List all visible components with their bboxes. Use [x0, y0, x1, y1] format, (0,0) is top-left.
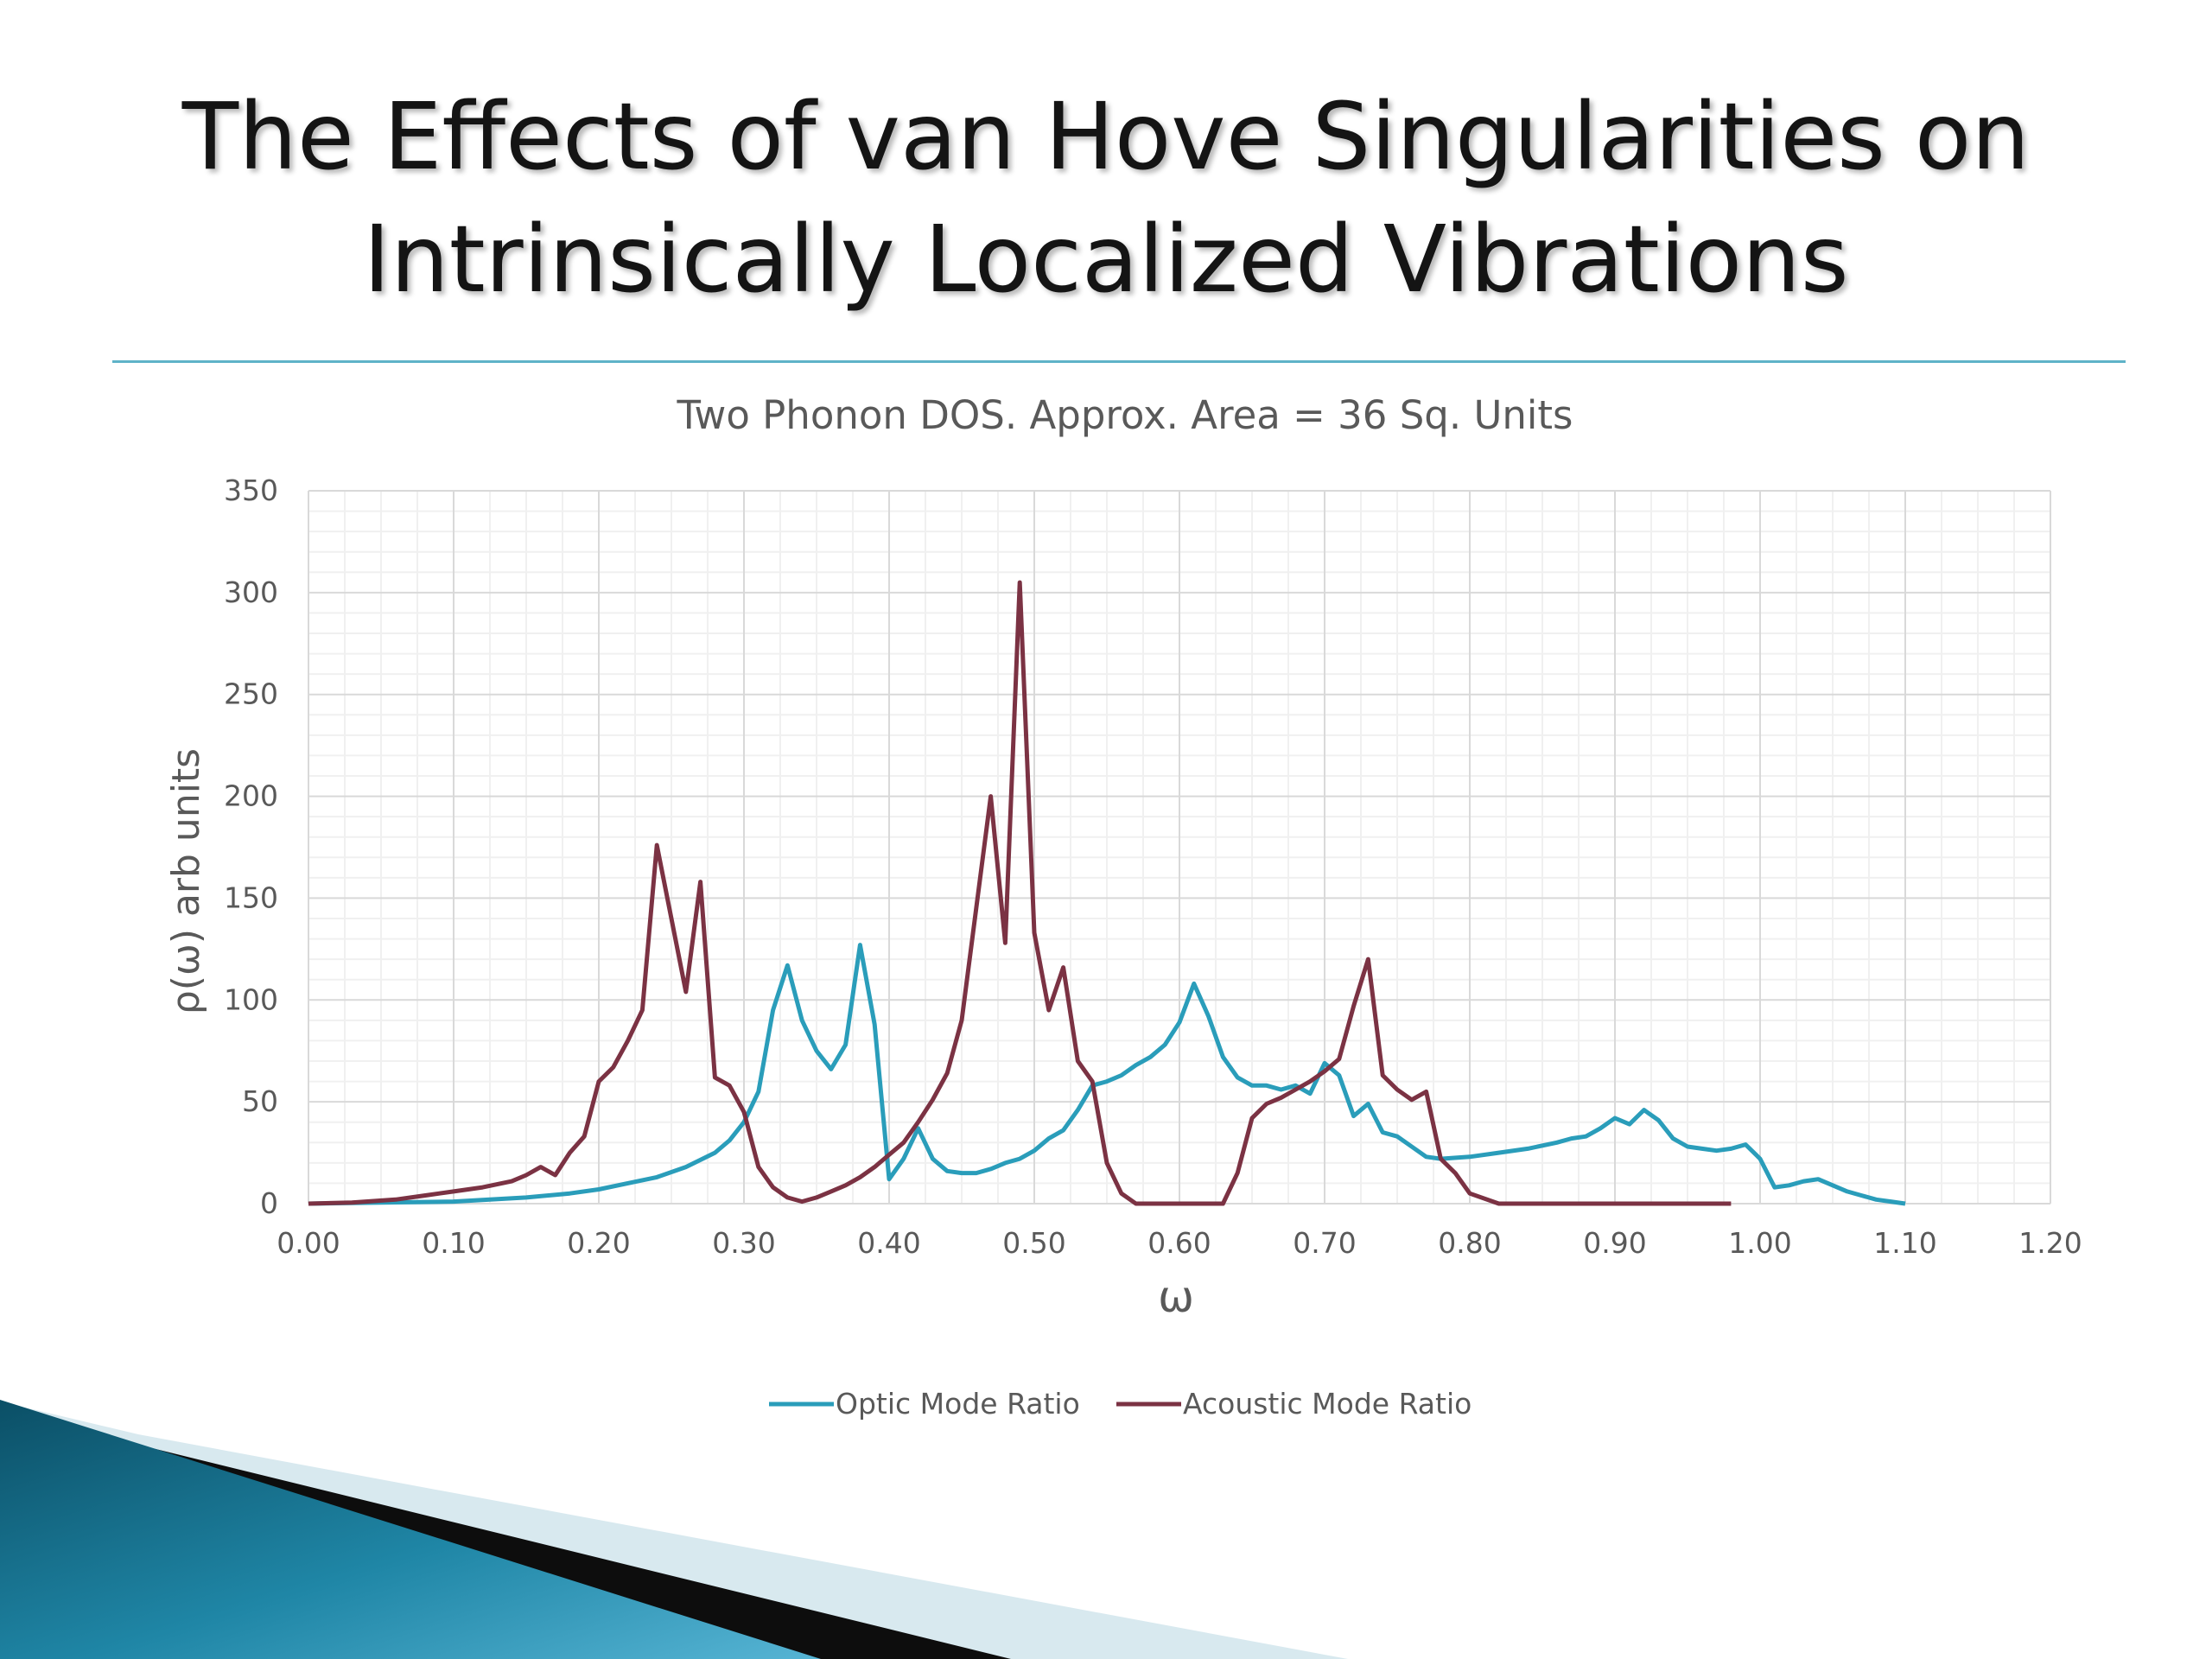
title-line-2: Intrinsically Localized Vibrations — [363, 207, 1849, 314]
x-tick-label: 1.10 — [1873, 1226, 1936, 1260]
x-tick-label: 0.50 — [1002, 1226, 1065, 1260]
corner-decoration — [0, 1400, 1348, 1659]
chart-tick-labels: 0.00 0.10 0.20 0.30 0.40 0.50 0.60 0.70 0.80 0.90… — [224, 474, 2082, 1260]
series-line-optic — [308, 943, 1906, 1206]
x-tick-label: 0.10 — [422, 1226, 485, 1260]
series-line-acoustic — [308, 580, 1732, 1206]
y-axis-label: ρ(ω) arb units — [164, 748, 208, 1014]
x-tick-label: 0.80 — [1438, 1226, 1501, 1260]
x-tick-label: 0.90 — [1583, 1226, 1646, 1260]
chart-legend: Optic Mode Ratio Acoustic Mode Ratio — [769, 1387, 1471, 1421]
y-tick-label: 350 — [224, 474, 278, 507]
y-tick-label: 200 — [224, 779, 278, 813]
x-tick-label: 1.00 — [1728, 1226, 1791, 1260]
y-tick-label: 50 — [242, 1084, 278, 1118]
y-tick-label: 150 — [224, 880, 278, 914]
x-tick-label: 0.60 — [1147, 1226, 1211, 1260]
x-tick-label: 0.20 — [567, 1226, 630, 1260]
chart-gridlines — [308, 490, 2051, 1205]
title-line-1: The Effects of van Hove Singularities on — [181, 84, 2031, 191]
x-tick-label: 0.40 — [857, 1226, 920, 1260]
x-tick-label: 0.00 — [276, 1226, 340, 1260]
chart-title: Two Phonon DOS. Approx. Area = 36 Sq. Un… — [676, 392, 1573, 438]
chart-series — [308, 580, 1906, 1206]
x-tick-label: 0.70 — [1293, 1226, 1356, 1260]
x-tick-label: 0.30 — [712, 1226, 775, 1260]
legend-label: Optic Mode Ratio — [836, 1387, 1080, 1421]
y-tick-label: 100 — [224, 982, 278, 1016]
y-tick-label: 0 — [260, 1186, 278, 1220]
x-axis-label: ω — [1158, 1272, 1194, 1322]
legend-label: Acoustic Mode Ratio — [1183, 1387, 1471, 1421]
line-chart: 0.00 0.10 0.20 0.30 0.40 0.50 0.60 0.70 0.80 0.90… — [164, 392, 2082, 1421]
x-tick-label: 1.20 — [2018, 1226, 2082, 1260]
title-divider — [112, 360, 2126, 363]
slide-title: The Effects of van Hove Singularities on… — [0, 76, 2212, 321]
y-tick-label: 300 — [224, 575, 278, 609]
y-tick-label: 250 — [224, 677, 278, 711]
